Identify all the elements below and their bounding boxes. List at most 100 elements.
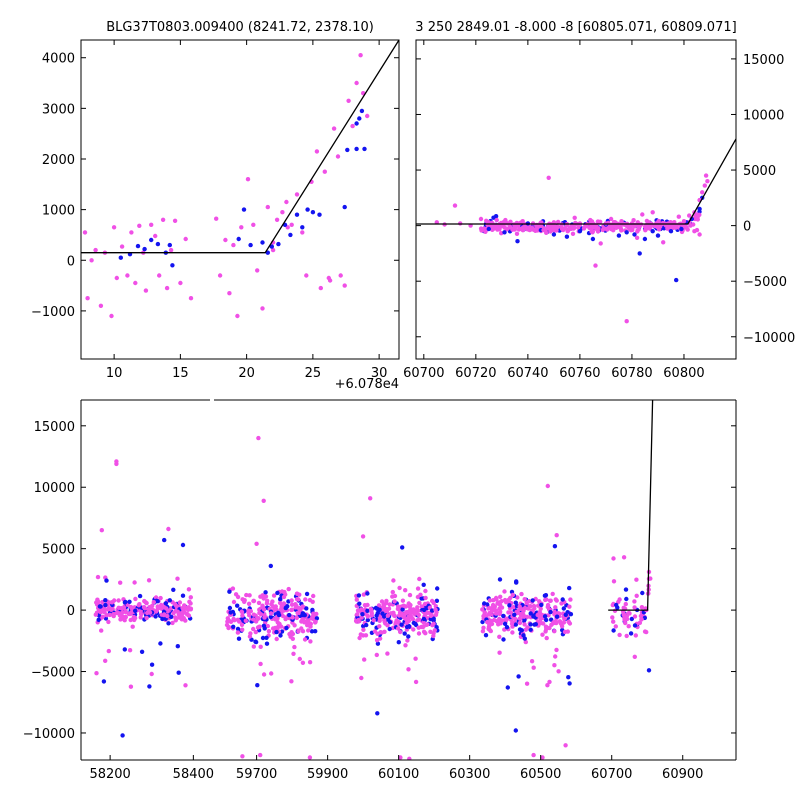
data-point-a	[377, 607, 382, 612]
data-point-a	[135, 243, 141, 249]
data-point-b	[133, 280, 138, 286]
data-point-b	[107, 612, 113, 618]
data-point-b	[265, 204, 270, 210]
data-point-b	[304, 273, 309, 278]
x-tick-label: 58200	[89, 767, 130, 782]
data-point-a	[149, 662, 155, 667]
data-point-b	[618, 226, 624, 232]
data-point-b	[563, 743, 568, 748]
y-tick-label: −10000	[743, 331, 795, 346]
data-point-b	[480, 607, 485, 612]
axes-frame	[415, 39, 737, 360]
data-point-b	[416, 608, 421, 613]
data-point-a	[400, 545, 405, 550]
data-point-a	[655, 233, 661, 238]
data-point-b	[245, 177, 251, 182]
data-point-b	[251, 644, 256, 649]
data-point-b	[642, 629, 648, 634]
data-point-a	[533, 622, 538, 627]
data-point-a	[679, 226, 684, 232]
data-point-b	[521, 226, 526, 232]
data-point-b	[368, 607, 374, 612]
data-point-b	[284, 615, 289, 621]
data-point-b	[307, 660, 313, 665]
data-point-a	[231, 624, 236, 629]
data-point-b	[292, 644, 297, 650]
data-point-b	[93, 612, 99, 617]
data-point-b	[278, 607, 284, 612]
data-point-b	[386, 606, 392, 611]
data-point-b	[623, 620, 628, 626]
data-point-b	[294, 597, 300, 602]
data-point-a	[176, 670, 181, 675]
data-point-b	[391, 611, 396, 616]
data-point-b	[251, 222, 256, 227]
data-point-a	[304, 606, 309, 611]
data-point-a	[300, 225, 305, 230]
x-tick-label: 60780	[611, 366, 652, 381]
data-point-a	[387, 626, 392, 632]
data-point-b	[423, 595, 428, 601]
data-point-b	[510, 630, 515, 635]
data-point-a	[483, 633, 489, 638]
data-point-b	[524, 681, 530, 686]
data-point-b	[274, 636, 279, 642]
data-point-b	[354, 597, 359, 602]
data-point-b	[132, 580, 137, 585]
data-point-b	[623, 601, 628, 607]
data-point-b	[232, 618, 237, 623]
data-point-b	[525, 625, 530, 630]
data-point-b	[520, 219, 525, 224]
data-point-b	[550, 591, 555, 597]
data-point-b	[478, 216, 484, 222]
data-point-b	[311, 593, 316, 599]
data-point-b	[172, 218, 178, 223]
data-point-b	[157, 273, 162, 278]
data-point-b	[697, 232, 702, 237]
data-point-a	[278, 633, 283, 638]
data-point-b	[297, 656, 302, 662]
data-point-a	[365, 617, 370, 623]
data-point-b	[522, 622, 527, 627]
data-point-b	[428, 629, 433, 634]
data-point-b	[99, 528, 105, 533]
data-point-b	[130, 624, 135, 629]
data-point-a	[624, 596, 629, 602]
data-point-b	[279, 603, 284, 609]
data-point-b	[570, 231, 576, 236]
data-point-a	[342, 204, 347, 210]
data-point-a	[98, 604, 103, 609]
data-point-b	[374, 652, 379, 658]
data-point-a	[166, 621, 171, 626]
data-point-b	[255, 268, 260, 273]
y-tick-label: −5000	[31, 666, 75, 681]
data-point-b	[338, 273, 343, 278]
data-point-b	[239, 225, 244, 230]
y-tick-label: 3000	[42, 102, 75, 117]
data-point-a	[548, 609, 553, 615]
data-point-b	[397, 613, 402, 618]
data-point-b	[494, 217, 499, 223]
data-point-b	[522, 597, 527, 602]
data-point-b	[137, 223, 142, 228]
data-point-b	[656, 227, 662, 232]
data-point-b	[95, 574, 101, 580]
data-point-b	[103, 658, 108, 663]
data-point-b	[415, 586, 421, 591]
data-point-a	[406, 634, 411, 639]
data-point-b	[508, 595, 513, 601]
data-point-b	[497, 610, 502, 615]
data-point-b	[361, 627, 366, 632]
data-point-b	[158, 595, 163, 601]
data-point-a	[590, 236, 596, 242]
data-point-b	[552, 663, 557, 668]
data-point-b	[106, 619, 111, 625]
data-point-b	[390, 589, 395, 595]
data-point-a	[304, 591, 310, 597]
data-point-b	[671, 225, 676, 230]
data-point-b	[291, 651, 296, 656]
data-point-b	[622, 222, 627, 227]
data-point-a	[269, 244, 274, 249]
data-point-b	[634, 577, 639, 582]
data-point-b	[433, 607, 438, 612]
